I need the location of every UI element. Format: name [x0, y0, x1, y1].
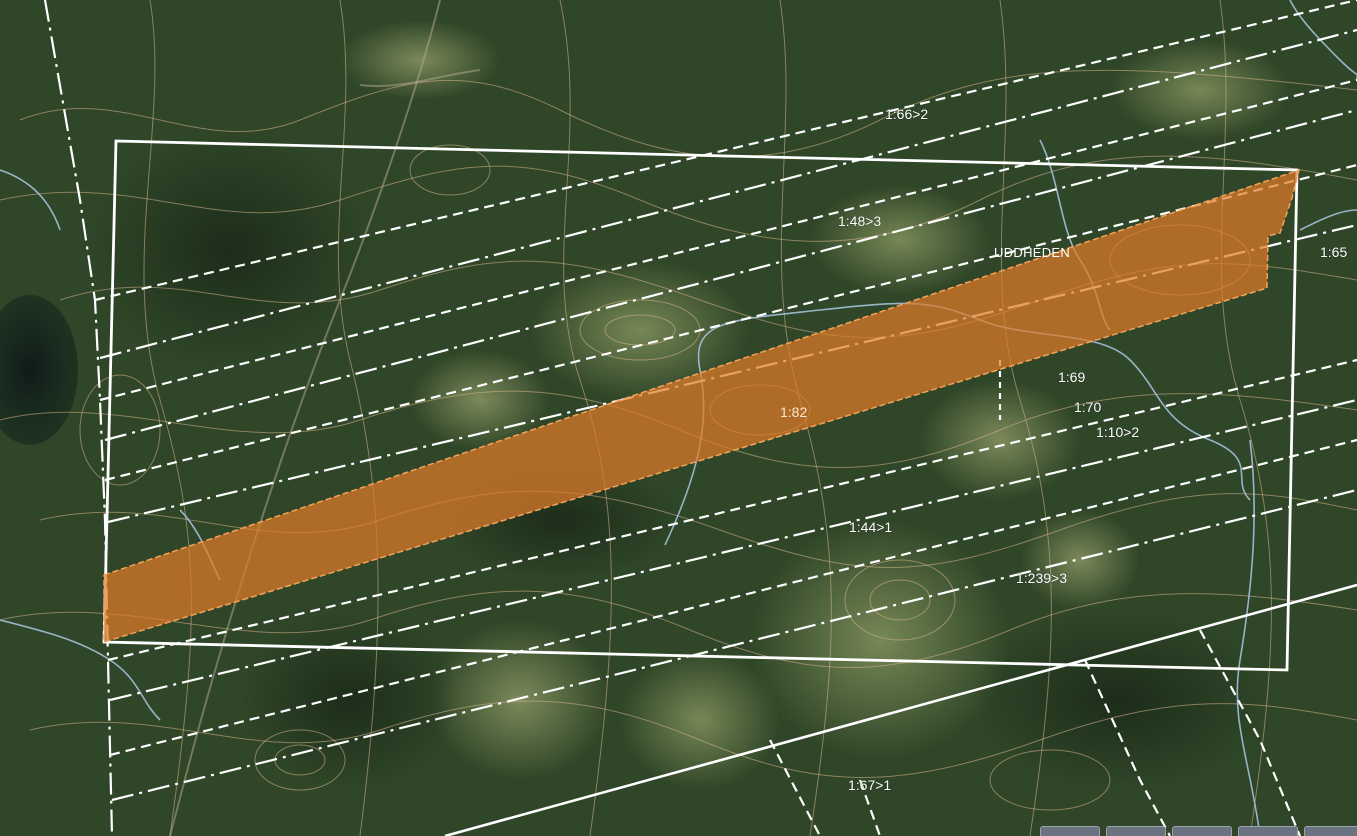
lake [0, 295, 78, 445]
roads [169, 0, 481, 836]
map-tool-button[interactable] [1172, 826, 1232, 836]
property-boundaries [43, 0, 1357, 836]
parcel-label: 1:69 [1058, 369, 1085, 385]
map-toolbar [1040, 826, 1357, 836]
parcel-label: 1:65 [1320, 244, 1347, 260]
parcel-label: 1:10>2 [1096, 424, 1139, 440]
map-tool-button[interactable] [1106, 826, 1166, 836]
selected-parcel-label: 1:82 [780, 404, 807, 420]
parcel-label: 1:44>1 [849, 519, 892, 535]
parcel-label: 1:66>2 [885, 106, 928, 122]
parcel-label: 1:67>1 [848, 777, 891, 793]
map-tool-button[interactable] [1304, 826, 1357, 836]
map-tool-button[interactable] [1040, 826, 1100, 836]
map-tool-button[interactable] [1238, 826, 1298, 836]
selection-frame[interactable] [102, 139, 1299, 672]
place-name-label: UDDHEDEN [994, 245, 1070, 260]
parcel-label: 1:239>3 [1016, 570, 1067, 586]
selected-parcel-1-82[interactable] [103, 168, 1301, 644]
parcel-label: 1:48>3 [838, 213, 881, 229]
parcel-label: 1:70 [1074, 399, 1101, 415]
main-road-line [444, 583, 1357, 836]
